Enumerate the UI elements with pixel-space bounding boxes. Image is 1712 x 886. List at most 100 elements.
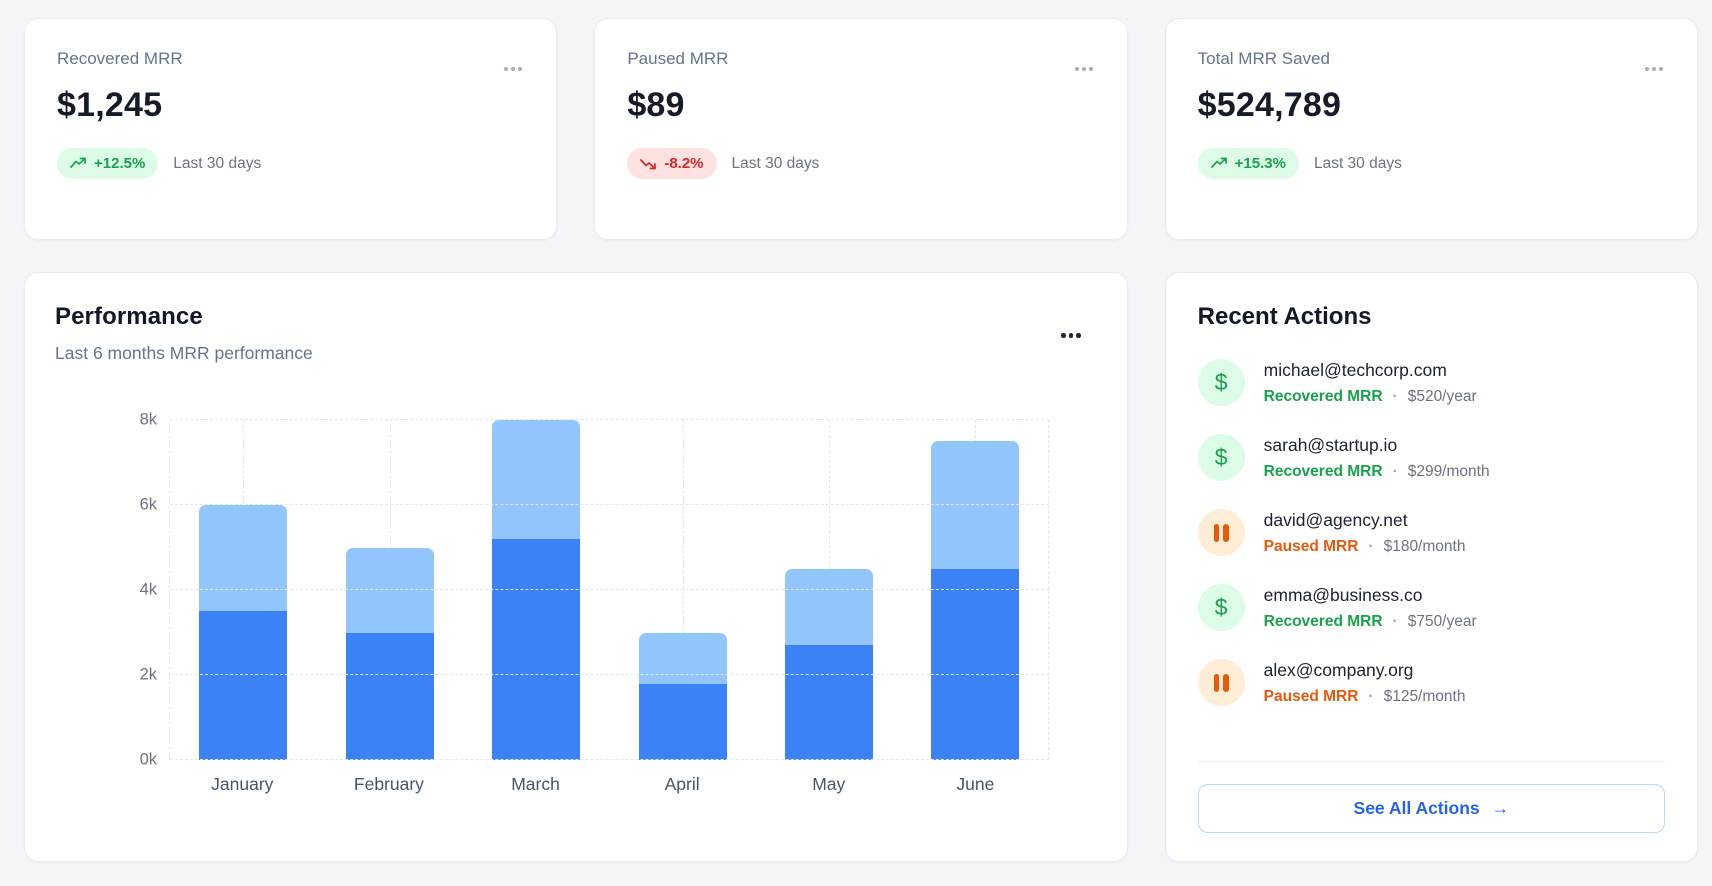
chart-columns <box>170 420 1049 760</box>
more-options-button[interactable] <box>500 63 526 75</box>
bar-segment-dark[interactable] <box>931 568 1020 760</box>
separator-dot: · <box>1368 537 1374 555</box>
chart-y-axis: 0k 2k 4k 6k 8k <box>55 411 169 769</box>
stat-value: $1,245 <box>57 86 163 124</box>
action-list-item[interactable]: $ michael@techcorp.com Recovered MRR · $… <box>1197 359 1665 406</box>
gridline <box>170 419 1049 420</box>
chart-x-labels: January February March April May June <box>169 774 1097 795</box>
action-avatar: $ <box>1197 434 1245 481</box>
bar-segment-light[interactable] <box>199 505 288 612</box>
bar-segment-light[interactable] <box>638 632 727 684</box>
chart-column <box>756 420 902 760</box>
y-tick-label: 8k <box>139 410 157 429</box>
action-list-item[interactable]: $ sarah@startup.io Recovered MRR · $299/… <box>1197 434 1665 481</box>
action-list-item[interactable]: $ emma@business.co Recovered MRR · $750/… <box>1197 584 1665 631</box>
stat-period: Last 30 days <box>173 154 262 172</box>
x-tick-label: April <box>664 774 700 794</box>
action-type: Paused MRR <box>1263 537 1359 555</box>
bar-segment-dark[interactable] <box>492 539 581 760</box>
dollar-icon: $ <box>1214 369 1228 395</box>
x-tick-label: June <box>956 774 995 794</box>
recent-actions-title: Recent Actions <box>1197 303 1372 330</box>
more-options-button[interactable] <box>1641 63 1667 75</box>
arrow-right-icon: → <box>1491 798 1510 818</box>
stat-title: Paused MRR <box>627 49 729 68</box>
chart-column <box>170 420 316 760</box>
action-type: Recovered MRR <box>1263 462 1383 480</box>
bar-segment-dark[interactable] <box>345 632 434 760</box>
action-amount: $299/month <box>1407 462 1490 480</box>
recent-actions-list: $ michael@techcorp.com Recovered MRR · $… <box>1197 359 1665 706</box>
action-amount: $750/year <box>1407 612 1477 630</box>
gridline <box>170 759 1049 760</box>
chart-column <box>463 420 609 760</box>
bar-segment-dark[interactable] <box>638 683 727 760</box>
y-tick-label: 2k <box>139 665 157 684</box>
action-amount: $520/year <box>1407 387 1477 405</box>
action-email: michael@techcorp.com <box>1263 359 1447 380</box>
dollar-icon: $ <box>1214 444 1228 470</box>
divider <box>1197 761 1665 762</box>
x-tick-label: March <box>511 774 560 794</box>
stat-card-paused-mrr: Paused MRR $89 -8.2% Last 30 days <box>594 18 1128 240</box>
change-value: +15.3% <box>1234 155 1286 172</box>
performance-card: Performance Last 6 months MRR performanc… <box>24 272 1128 862</box>
change-value: -8.2% <box>664 155 704 172</box>
action-list-item[interactable]: $ david@agency.net Paused MRR · $180/mon… <box>1197 509 1665 556</box>
pause-icon <box>1213 673 1229 692</box>
gridline <box>170 674 1049 675</box>
stat-value: $524,789 <box>1197 86 1342 124</box>
stat-card-total-mrr-saved: Total MRR Saved $524,789 +15.3% Last 30 … <box>1164 18 1698 240</box>
bar-segment-light[interactable] <box>345 547 434 633</box>
action-type: Recovered MRR <box>1263 387 1383 405</box>
action-avatar: $ <box>1197 359 1245 406</box>
bar-segment-light[interactable] <box>492 420 581 539</box>
action-type: Recovered MRR <box>1263 612 1383 630</box>
separator-dot: · <box>1368 687 1374 705</box>
bar-segment-light[interactable] <box>931 441 1020 569</box>
stat-period: Last 30 days <box>731 154 820 172</box>
chart-column <box>609 420 755 760</box>
action-avatar: $ <box>1197 584 1245 631</box>
action-avatar: $ <box>1197 659 1245 706</box>
bar-segment-dark[interactable] <box>784 645 873 760</box>
stat-period: Last 30 days <box>1313 154 1402 172</box>
action-email: alex@company.org <box>1263 659 1414 680</box>
change-value: +12.5% <box>94 155 146 172</box>
stat-value: $89 <box>627 86 685 124</box>
trend-icon <box>640 159 657 170</box>
gridline <box>170 504 1049 505</box>
performance-title: Performance <box>55 303 203 330</box>
gridline <box>170 589 1049 590</box>
action-avatar: $ <box>1197 509 1245 556</box>
stat-title: Total MRR Saved <box>1197 49 1330 68</box>
chart-column <box>316 420 462 760</box>
more-options-button[interactable] <box>1071 63 1097 75</box>
bar-segment-light[interactable] <box>784 568 873 646</box>
y-tick-label: 0k <box>139 750 157 769</box>
y-tick-label: 6k <box>139 495 157 514</box>
bar-segment-dark[interactable] <box>199 611 288 760</box>
mrr-bar-chart: 0k 2k 4k 6k 8k <box>55 411 1097 769</box>
action-email: david@agency.net <box>1263 509 1408 530</box>
more-options-button[interactable] <box>1057 329 1085 342</box>
y-tick-label: 4k <box>139 580 157 599</box>
separator-dot: · <box>1392 612 1398 630</box>
action-amount: $180/month <box>1383 537 1466 555</box>
separator-dot: · <box>1392 387 1398 405</box>
action-list-item[interactable]: $ alex@company.org Paused MRR · $125/mon… <box>1197 659 1665 706</box>
action-type: Paused MRR <box>1263 687 1359 705</box>
performance-subtitle: Last 6 months MRR performance <box>55 343 313 363</box>
chart-column <box>902 420 1049 760</box>
see-all-actions-button[interactable]: See All Actions → <box>1197 784 1665 833</box>
action-amount: $125/month <box>1383 687 1466 705</box>
change-badge: -8.2% <box>627 148 717 179</box>
dollar-icon: $ <box>1214 594 1228 620</box>
action-email: sarah@startup.io <box>1263 434 1398 455</box>
stat-card-recovered-mrr: Recovered MRR $1,245 +12.5% Last 30 days <box>24 18 558 240</box>
see-all-actions-label: See All Actions <box>1353 798 1480 818</box>
trend-icon <box>1210 157 1227 168</box>
recent-actions-card: Recent Actions $ michael@techcorp.com Re… <box>1164 272 1698 862</box>
trend-icon <box>70 157 86 168</box>
